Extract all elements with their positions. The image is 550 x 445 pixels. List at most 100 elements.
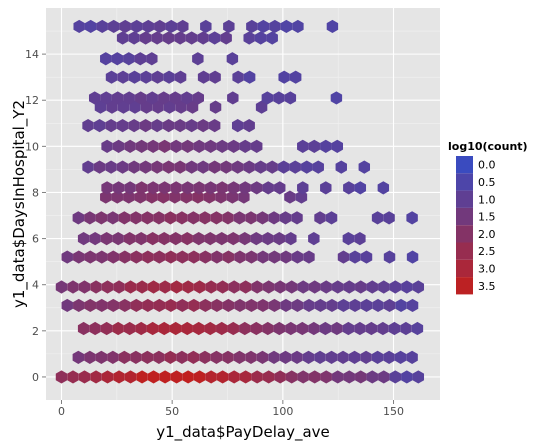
hexbin-cell [112, 181, 125, 195]
hexbin-cell [251, 280, 263, 294]
hexbin-cell [308, 321, 320, 336]
hexbin-cell [312, 160, 324, 174]
hexbin-cell [273, 321, 286, 336]
hexbin-cell [159, 370, 171, 384]
hexbin-cell [245, 211, 257, 225]
hexbin-cell [188, 298, 200, 313]
hexbin-cell [153, 350, 165, 364]
hexbin-cell [358, 160, 371, 174]
hexbin-cell [297, 181, 309, 195]
hexbin-cell [193, 139, 205, 153]
hexbin-cell [84, 211, 96, 225]
hexbin-cell [100, 91, 112, 105]
hexbin-cell [303, 298, 315, 313]
y-axis-title: y1_data$DaysInHospital_Y2 [10, 100, 29, 308]
hexbin-cell [151, 160, 163, 174]
hexbin-cell [55, 280, 68, 294]
hexbin-cell [185, 119, 198, 133]
hexbin-cell [135, 91, 147, 105]
hexbin-cell [223, 19, 235, 34]
hexbin-cell [262, 370, 275, 384]
hexbin-cell [131, 19, 143, 34]
legend-label: 0.5 [478, 176, 496, 189]
y-tick-label: 0 [32, 371, 39, 384]
hexbin-cell [243, 160, 255, 174]
hexbin-cell [101, 370, 114, 384]
hexbin-cell [89, 231, 101, 246]
hexbin-cell [96, 19, 108, 34]
hexbin-cell [314, 298, 327, 313]
hexbin-cell [227, 91, 239, 105]
hexbin-cell [406, 250, 419, 264]
hexbin-cell [389, 280, 401, 294]
hexbin-cell [78, 370, 91, 384]
hexbin-cell [268, 350, 280, 364]
hexbin-cell [342, 321, 355, 336]
hexbin-cell [378, 370, 390, 384]
hexbin-cell [199, 250, 212, 264]
hexbin-cell [280, 250, 292, 264]
hexbin-cell [165, 250, 177, 264]
hexbin-cell [118, 211, 131, 225]
hexbin-cell [296, 321, 309, 336]
hexbin-cell [355, 370, 367, 384]
hexbin-cell [266, 31, 278, 45]
y-tick-label: 10 [25, 140, 39, 153]
hexbin-cell [227, 321, 239, 336]
hexbin-cell [280, 19, 293, 34]
hexbin-cell [100, 52, 112, 66]
hexbin-cell [128, 31, 140, 45]
hexbin-cell [234, 298, 246, 313]
hexbin-cell [220, 31, 232, 45]
hexbin-cell [170, 280, 183, 294]
hexbin-cell [164, 211, 177, 225]
hexbin-cell [181, 91, 193, 105]
hexbin-cell [216, 370, 229, 384]
hexbin-cell [204, 181, 217, 195]
hexbin-cell [147, 181, 159, 195]
hexbin-cell [73, 298, 85, 313]
hexbin-cell [147, 370, 160, 384]
hexbin-cell [279, 211, 292, 225]
hexbin-cell [124, 139, 136, 153]
hexbin-cell [297, 139, 309, 153]
hexbin-cell [239, 231, 251, 246]
hexbin-cell [192, 190, 204, 204]
hexbin-cell [278, 160, 290, 174]
hexbin-cell [216, 181, 228, 195]
hexbin-cell [124, 280, 137, 294]
hexbin-cell [222, 250, 235, 264]
hexbin-cell [112, 231, 124, 246]
hexbin-cell [176, 250, 189, 264]
hexbin-cell [222, 350, 234, 364]
hexbin-cell [142, 298, 154, 313]
hexbin-cell [119, 250, 131, 264]
hexbin-cell [279, 350, 292, 364]
hexbin-cell [366, 280, 378, 294]
hexbin-cell [239, 370, 252, 384]
hexbin-cell [116, 31, 129, 45]
hexbin-cell [67, 280, 79, 294]
hexbin-cell [113, 280, 125, 294]
hexbin-cell [216, 231, 228, 246]
hexbin-cell [245, 298, 258, 313]
hexbin-cell [176, 350, 188, 364]
hexbin-cell [101, 181, 113, 195]
hexbin-cell [325, 350, 338, 364]
hexbin-cell [147, 139, 159, 153]
hexbin-cell [406, 211, 418, 225]
hexbin-cell [203, 190, 216, 204]
hexbin-cell [113, 370, 125, 384]
legend-color-key [456, 242, 473, 260]
hexbin-cell [146, 190, 158, 204]
hexbin-cell [95, 211, 108, 225]
hexbin-cell [140, 100, 153, 114]
hexbin-cell [261, 91, 274, 105]
hexbin-cell [165, 19, 177, 34]
hexbin-cell [95, 350, 108, 364]
hexbin-cell [342, 231, 355, 246]
hexbin-cell [105, 70, 118, 84]
hexbin-cell [233, 350, 246, 364]
hexbin-cell [273, 91, 285, 105]
hexbin-cell [105, 119, 117, 133]
